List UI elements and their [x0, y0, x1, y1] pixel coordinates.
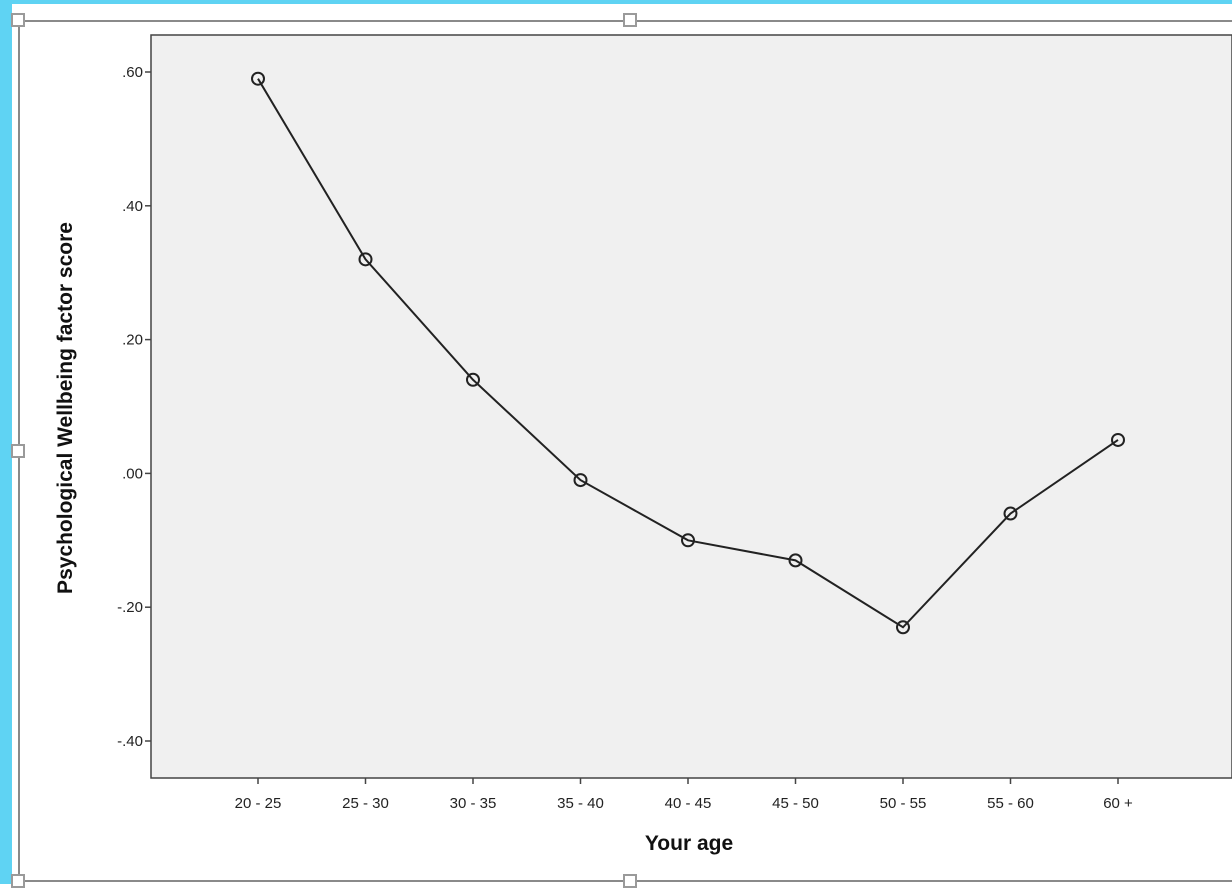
- y-axis-title: Psychological Wellbeing factor score: [54, 222, 77, 594]
- x-tick-label: 20 - 25: [235, 795, 282, 812]
- data-points: [251, 71, 1125, 635]
- x-tick-label: 30 - 35: [450, 795, 497, 812]
- resize-handle-middle-left[interactable]: [11, 444, 25, 458]
- data-point-marker: [573, 473, 588, 488]
- data-point-marker: [466, 372, 480, 387]
- x-axis-title: Your age: [645, 832, 733, 855]
- data-point-marker: [681, 533, 695, 548]
- x-tick-label: 60 +: [1103, 795, 1133, 812]
- y-tick-label: .00: [122, 465, 143, 482]
- window-frame-edge: [0, 0, 12, 884]
- y-tick-label: .60: [122, 64, 143, 81]
- resize-handle-top-center[interactable]: [623, 13, 637, 27]
- y-tick-label: -.40: [117, 733, 143, 750]
- plot-area: [150, 34, 1232, 779]
- y-tick-label: -.20: [117, 599, 143, 616]
- data-point-marker: [1003, 506, 1018, 521]
- x-tick-label: 45 - 50: [772, 795, 819, 812]
- data-point-marker: [358, 252, 373, 267]
- y-axis: .60 .40 .20 .00 -.20 -.40: [117, 64, 151, 750]
- x-axis: 20 - 25 25 - 30 30 - 35 35 - 40 40 - 45 45 - …: [235, 778, 1133, 812]
- x-tick-label: 40 - 45: [665, 795, 712, 812]
- x-tick-label: 50 - 55: [880, 795, 927, 812]
- data-point-marker: [788, 553, 803, 568]
- x-tick-label: 35 - 40: [557, 795, 604, 812]
- x-tick-label: 55 - 60: [987, 795, 1034, 812]
- data-point-marker: [1111, 432, 1125, 447]
- data-point-marker: [896, 620, 910, 635]
- window-frame-top-edge: [0, 0, 1232, 4]
- data-point-marker: [251, 71, 265, 86]
- series-line: [257, 78, 1119, 629]
- resize-handle-top-left[interactable]: [11, 13, 25, 27]
- x-tick-label: 25 - 30: [342, 795, 389, 812]
- y-tick-label: .40: [122, 198, 143, 215]
- y-tick-label: .20: [122, 332, 143, 349]
